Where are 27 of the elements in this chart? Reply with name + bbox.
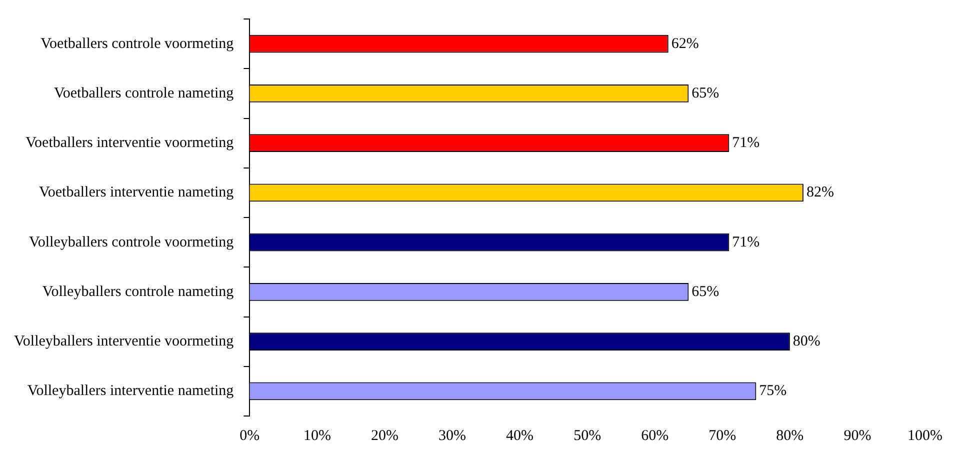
y-tick-label: Volleyballers interventie nameting — [27, 383, 234, 400]
y-tick-label: Voetballers controle nameting — [54, 85, 234, 102]
y-tick-label: Voetballers interventie nameting — [38, 184, 234, 201]
x-tick-label: 50% — [574, 428, 602, 444]
x-tick-label: 100% — [908, 428, 942, 444]
y-tick-label: Voetballers interventie voormeting — [26, 135, 234, 151]
data-label: 71% — [732, 135, 760, 151]
x-tick-label: 40% — [506, 428, 534, 444]
y-tick-label: Voetballers controle voormeting — [40, 36, 234, 52]
data-label: 62% — [671, 36, 699, 52]
x-tick-label: 70% — [708, 428, 736, 444]
x-tick-label: 20% — [370, 428, 398, 444]
data-label: 80% — [792, 334, 820, 350]
data-label: 75% — [759, 383, 787, 400]
y-tick-label: Volleyballers interventie voormeting — [14, 334, 234, 350]
y-tick-label: Volleyballers controle voormeting — [28, 234, 234, 250]
x-tick-label: 80% — [776, 428, 804, 444]
data-label: 82% — [806, 184, 834, 201]
data-label: 65% — [692, 284, 720, 300]
x-tick-label: 0% — [240, 428, 260, 444]
x-tick-label: 30% — [438, 428, 466, 444]
data-label: 71% — [732, 234, 760, 250]
x-tick-label: 60% — [641, 428, 669, 444]
y-tick-label: Volleyballers controle nameting — [42, 284, 234, 300]
x-tick-label: 10% — [303, 428, 331, 444]
x-tick-label: 90% — [844, 428, 872, 444]
data-label: 65% — [692, 85, 720, 102]
